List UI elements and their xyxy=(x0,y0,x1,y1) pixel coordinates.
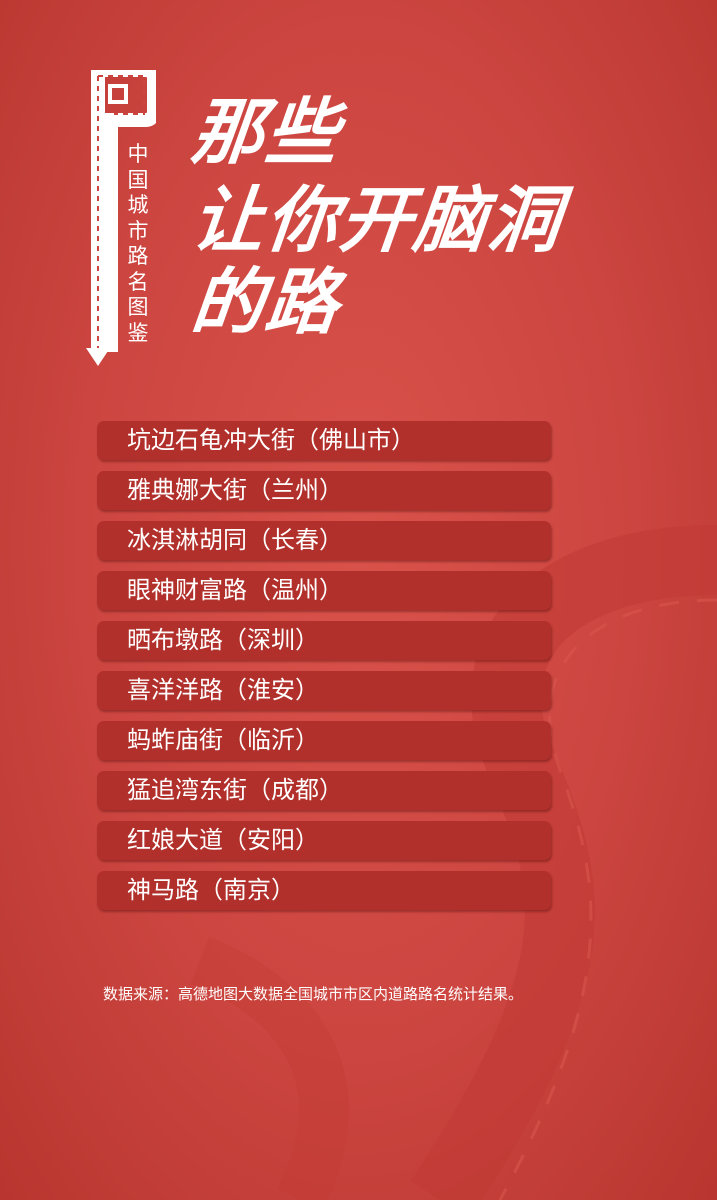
list-item: 喜洋洋路（淮安） xyxy=(97,671,551,710)
series-label: 中国城市路名图鉴 xyxy=(127,142,149,345)
list-item: 眼神财富路（温州） xyxy=(97,571,551,610)
title-line-2: 让你开脑洞 xyxy=(187,178,567,262)
list-item: 冰淇淋胡同（长春） xyxy=(97,521,551,560)
list-item: 坑边石龟冲大街（佛山市） xyxy=(97,421,551,460)
list-item: 蚂蚱庙街（临沂） xyxy=(97,721,551,760)
title-line-3: 的路 xyxy=(187,260,345,344)
list-item: 雅典娜大街（兰州） xyxy=(97,471,551,510)
list-item: 红娘大道（安阳） xyxy=(97,821,551,860)
list-item: 猛追湾东街（成都） xyxy=(97,771,551,810)
title-line-1: 那些 xyxy=(187,90,345,174)
list-item: 晒布墩路（深圳） xyxy=(97,621,551,660)
road-name-list: 坑边石龟冲大街（佛山市） 雅典娜大街（兰州） 冰淇淋胡同（长春） 眼神财富路（温… xyxy=(97,421,551,921)
data-source-note: 数据来源：高德地图大数据全国城市市区内道路路名统计结果。 xyxy=(103,985,524,1003)
road-marker-arrow-icon xyxy=(86,70,156,366)
list-item: 神马路（南京） xyxy=(97,871,551,910)
